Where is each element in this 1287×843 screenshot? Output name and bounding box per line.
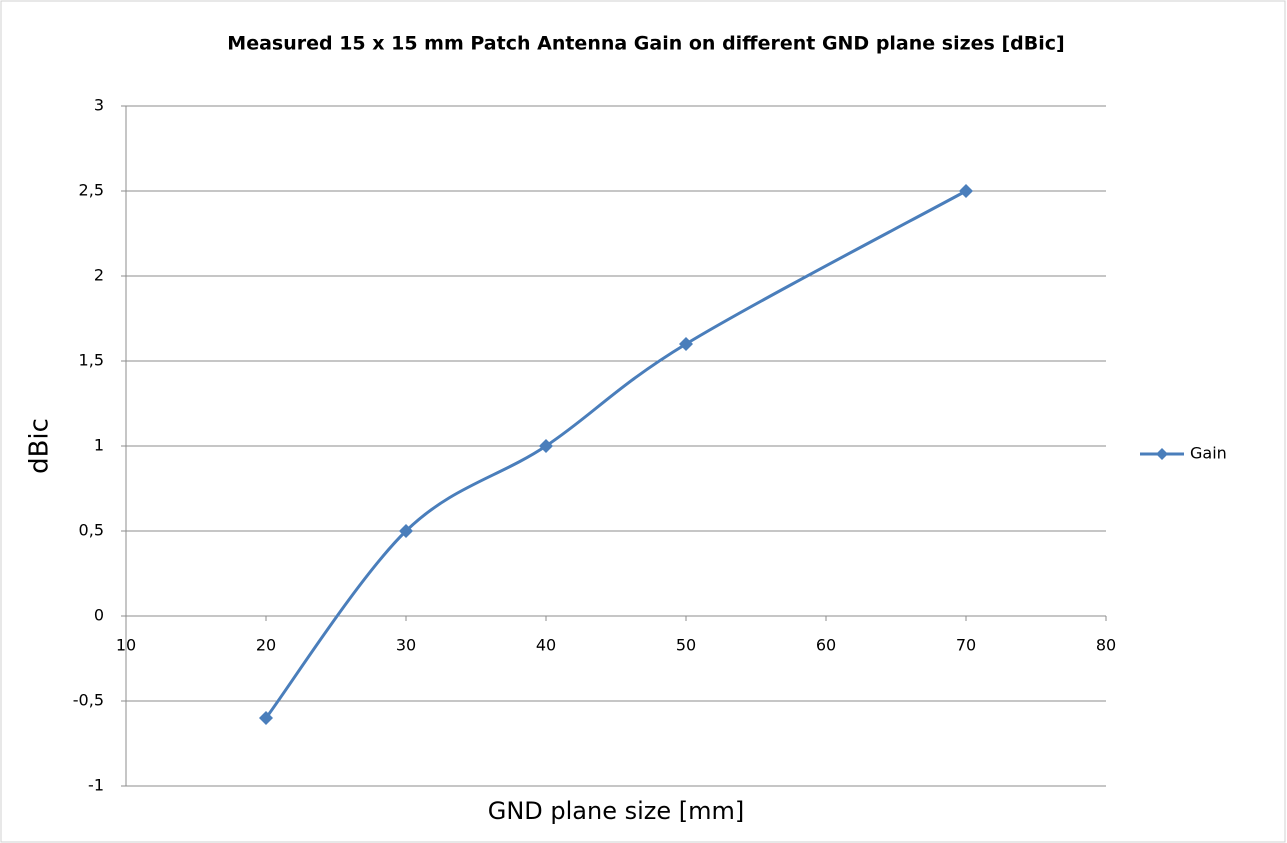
x-tick-label: 10 (116, 636, 136, 655)
x-tick-label: 30 (396, 636, 416, 655)
x-tick-label: 60 (816, 636, 836, 655)
x-tick-label: 20 (256, 636, 276, 655)
y-tick-label: 1,5 (79, 351, 104, 370)
x-tick-label: 50 (676, 636, 696, 655)
y-tick-label: 1 (94, 436, 104, 455)
chart-title: Measured 15 x 15 mm Patch Antenna Gain o… (227, 33, 1064, 55)
x-tick-label: 70 (956, 636, 976, 655)
data-point (539, 439, 553, 453)
y-axis-title: dBic (25, 418, 55, 474)
series-line (264, 189, 967, 719)
y-tick-label: -0,5 (73, 691, 104, 710)
y-tick-label: 2,5 (79, 181, 104, 200)
x-axis-title: GND plane size [mm] (488, 797, 745, 825)
x-tick-label: 40 (536, 636, 556, 655)
data-point (679, 337, 693, 351)
y-tick-label: -1 (88, 776, 104, 795)
y-tick-label: 0 (94, 606, 104, 625)
legend-label: Gain (1190, 444, 1227, 463)
data-point (259, 711, 273, 725)
data-point (399, 524, 413, 538)
y-tick-label: 2 (94, 266, 104, 285)
x-tick-label: 80 (1096, 636, 1116, 655)
legend-marker (1156, 448, 1168, 460)
y-tick-label: 3 (94, 96, 104, 115)
y-tick-label: 0,5 (79, 521, 104, 540)
data-point (959, 184, 973, 198)
